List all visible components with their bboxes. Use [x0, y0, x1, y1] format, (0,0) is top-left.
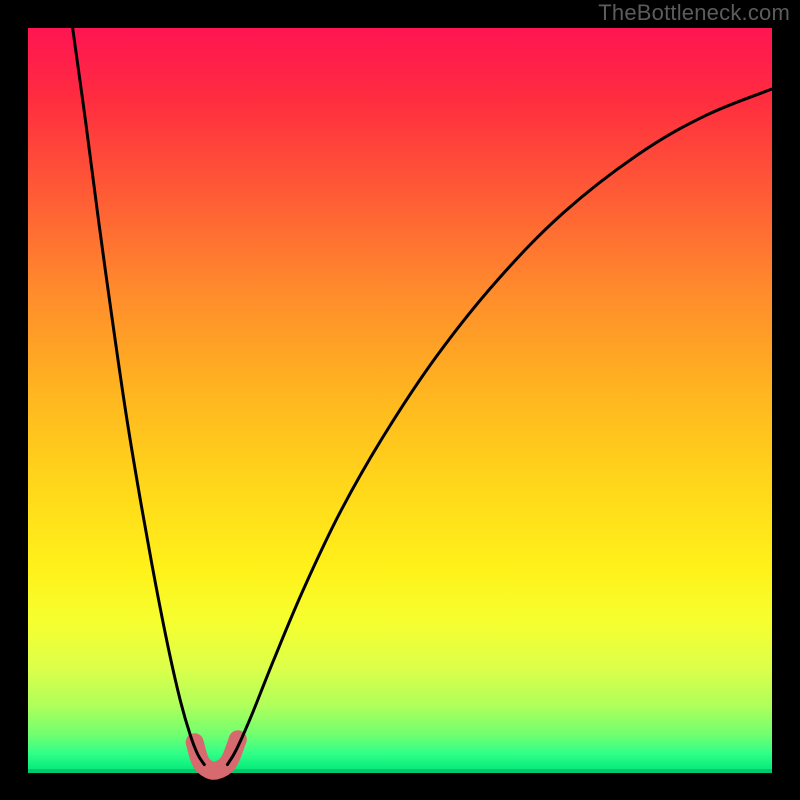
chart-container: TheBottleneck.com — [0, 0, 800, 800]
watermark-text: TheBottleneck.com — [598, 0, 790, 26]
bottleneck-v-curve-chart — [0, 0, 800, 800]
